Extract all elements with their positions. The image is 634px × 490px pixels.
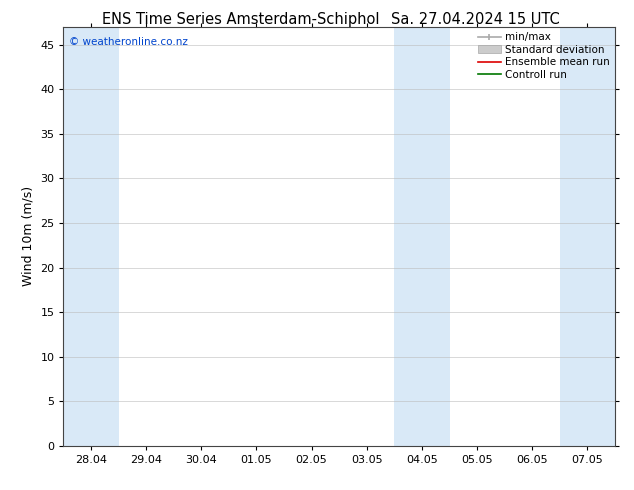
Text: Sa. 27.04.2024 15 UTC: Sa. 27.04.2024 15 UTC xyxy=(391,12,560,27)
Bar xyxy=(63,27,119,446)
Bar xyxy=(560,27,615,446)
Text: © weatheronline.co.nz: © weatheronline.co.nz xyxy=(69,37,188,48)
Y-axis label: Wind 10m (m/s): Wind 10m (m/s) xyxy=(22,186,35,287)
Bar xyxy=(394,27,450,446)
Legend: min/max, Standard deviation, Ensemble mean run, Controll run: min/max, Standard deviation, Ensemble me… xyxy=(475,29,613,83)
Text: ENS Time Series Amsterdam-Schiphol: ENS Time Series Amsterdam-Schiphol xyxy=(102,12,380,27)
